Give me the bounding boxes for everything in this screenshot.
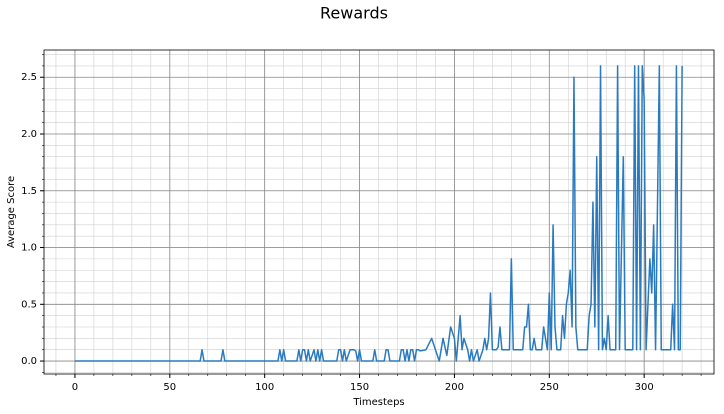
data-line <box>74 65 683 362</box>
x-tick-label: 50 <box>163 382 176 393</box>
plot-frame <box>43 49 715 375</box>
y-tick-label: 1.0 <box>21 243 37 254</box>
y-tick-label: 2.0 <box>21 129 37 140</box>
x-axis-label: Timesteps <box>352 397 404 408</box>
y-tick-label: 1.5 <box>21 186 37 197</box>
x-tick-label: 100 <box>255 382 274 393</box>
y-tick-label: 0.0 <box>21 356 37 367</box>
y-tick-label: 2.5 <box>21 72 37 83</box>
y-axis-label: Average Score <box>6 176 17 248</box>
x-tick-label: 200 <box>445 382 464 393</box>
y-tick-label: 0.5 <box>21 299 37 310</box>
x-tick-label: 0 <box>72 382 78 393</box>
x-tick-label: 250 <box>540 382 559 393</box>
x-tick-label: 300 <box>635 382 654 393</box>
chart-title: Rewards <box>320 4 388 23</box>
x-tick-label: 150 <box>350 382 369 393</box>
